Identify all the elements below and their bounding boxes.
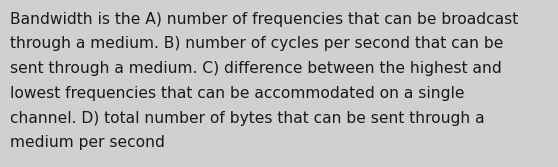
Text: lowest frequencies that can be accommodated on a single: lowest frequencies that can be accommoda… <box>10 86 465 101</box>
Text: sent through a medium. C) difference between the highest and: sent through a medium. C) difference bet… <box>10 61 502 76</box>
Text: through a medium. B) number of cycles per second that can be: through a medium. B) number of cycles pe… <box>10 36 503 51</box>
Text: medium per second: medium per second <box>10 135 165 150</box>
Text: Bandwidth is the A) number of frequencies that can be broadcast: Bandwidth is the A) number of frequencie… <box>10 12 518 27</box>
Text: channel. D) total number of bytes that can be sent through a: channel. D) total number of bytes that c… <box>10 111 485 126</box>
